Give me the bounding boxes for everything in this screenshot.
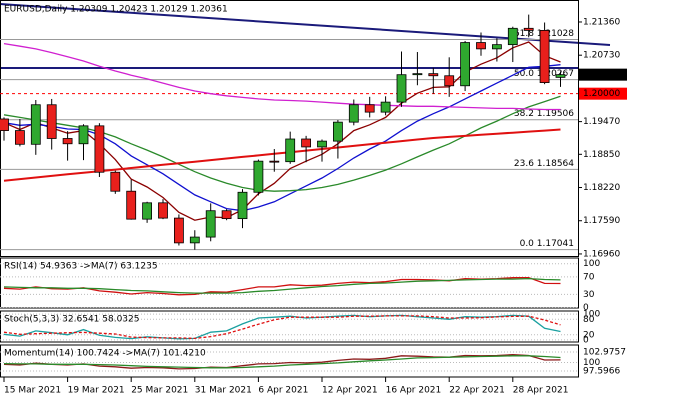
candle-body — [221, 210, 232, 220]
y-tick-label: 1.21360 — [583, 17, 620, 27]
alert-label: 1.20000 — [583, 89, 620, 99]
y-tick-label: 100 — [583, 358, 600, 368]
chart-title: EURUSD,Daily 1.20309 1.20423 1.20129 1.2… — [4, 5, 228, 15]
candle-body — [332, 121, 343, 142]
indicator-pane — [0, 344, 579, 378]
indicator-line — [3, 277, 561, 296]
y-tick-label: 20 — [583, 330, 595, 340]
candle-body — [237, 191, 248, 220]
candle-body — [205, 210, 216, 238]
candle-body — [523, 27, 534, 31]
candle-body — [14, 130, 25, 145]
y-tick-label: 1.18220 — [583, 183, 620, 193]
indicator-pane — [0, 310, 579, 343]
indicator-line — [3, 314, 561, 340]
candle-body — [269, 160, 280, 163]
indicator-title: RSI(14) 54.9363 ->MA(7) 63.1235 — [4, 262, 158, 272]
candle-body — [444, 75, 455, 87]
alert-label-box — [579, 87, 627, 100]
candle-body — [412, 73, 423, 76]
candle-body — [46, 104, 57, 139]
y-tick-label: 1.19470 — [583, 117, 620, 127]
y-tick-label: 80 — [583, 315, 595, 325]
candle-body — [285, 138, 296, 163]
y-tick-label: 1.18850 — [583, 150, 620, 160]
indicator-pane — [0, 257, 579, 309]
candle-body — [158, 202, 168, 219]
fib-label: 0.0 1.17041 — [520, 239, 574, 249]
indicator-line — [3, 354, 561, 370]
y-tick-label: 100 — [583, 259, 600, 269]
indicator-title: Momentum(14) 100.7424 ->MA(7) 101.4210 — [4, 349, 206, 359]
candle-body — [0, 118, 9, 131]
y-tick-label: 1.20730 — [583, 51, 620, 61]
y-tick-label: 0 — [583, 335, 589, 345]
y-tick-label: 70 — [583, 272, 595, 282]
candle-body — [301, 138, 312, 148]
candle-body — [62, 138, 73, 145]
candle-body — [491, 44, 502, 50]
indicator-line — [3, 315, 561, 340]
candle-body — [555, 74, 566, 78]
candle-body — [348, 104, 359, 123]
y-tick-label: 100 — [583, 310, 600, 320]
y-tick-label: 30 — [583, 290, 595, 300]
x-tick-label: 12 Apr 2021 — [322, 386, 378, 396]
fib-label: 38.2 1.19506 — [514, 109, 574, 119]
candle-body — [460, 42, 471, 87]
candle-body — [317, 140, 327, 148]
last-price-label: 1.20361 — [583, 70, 620, 80]
moving-average — [3, 42, 561, 111]
x-tick-label: 25 Mar 2021 — [131, 386, 188, 396]
candle-body — [428, 73, 439, 77]
candle-body — [364, 104, 375, 113]
y-tick-label: 102.9757 — [583, 348, 626, 358]
candle-body — [539, 30, 550, 84]
candle-body — [380, 101, 391, 113]
y-tick-label: 1.16960 — [583, 249, 620, 259]
candle-body — [30, 104, 41, 145]
x-tick-label: 28 Apr 2021 — [513, 386, 569, 396]
candle-body — [110, 171, 121, 192]
y-tick-label: 1.17590 — [583, 216, 620, 226]
last-price-box — [579, 68, 627, 81]
candle-body — [396, 74, 407, 103]
candle-body — [94, 125, 105, 173]
candle-body — [78, 125, 89, 145]
x-tick-label: 31 Mar 2021 — [195, 386, 252, 396]
candle-body — [189, 236, 200, 244]
indicator-line — [3, 277, 561, 294]
x-tick-label: 6 Apr 2021 — [258, 386, 308, 396]
y-tick-label: 0 — [583, 303, 589, 313]
indicator-line — [3, 355, 561, 369]
x-tick-label: 16 Apr 2021 — [386, 386, 442, 396]
x-tick-label: 15 Mar 2021 — [4, 386, 61, 396]
candle-body — [253, 160, 264, 193]
candle-body — [173, 217, 184, 244]
x-tick-label: 22 Apr 2021 — [449, 386, 505, 396]
indicator-title: Stoch(5,3,3) 32.6541 58.0325 — [4, 315, 139, 325]
y-tick-label: 97.5966 — [583, 367, 620, 377]
candle-body — [142, 202, 153, 220]
fib-label: 23.6 1.18564 — [514, 159, 574, 169]
candle-body — [126, 190, 137, 220]
candle-body — [507, 27, 518, 46]
x-tick-label: 19 Mar 2021 — [68, 386, 125, 396]
candle-body — [476, 42, 486, 50]
